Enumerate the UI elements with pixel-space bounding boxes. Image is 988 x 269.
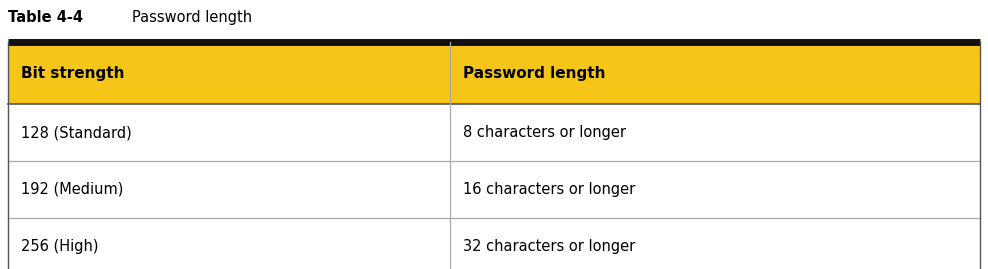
Text: Bit strength: Bit strength — [21, 65, 124, 80]
Text: 128 (Standard): 128 (Standard) — [21, 125, 131, 140]
Text: 8 characters or longer: 8 characters or longer — [463, 125, 626, 140]
Bar — [8, 42, 980, 104]
Text: Password length: Password length — [463, 65, 606, 80]
Text: Password length: Password length — [131, 10, 252, 25]
Text: 256 (High): 256 (High) — [21, 239, 99, 254]
Text: 32 characters or longer: 32 characters or longer — [463, 239, 635, 254]
Text: 192 (Medium): 192 (Medium) — [21, 182, 124, 197]
Text: Table 4-4: Table 4-4 — [8, 10, 83, 25]
Text: 16 characters or longer: 16 characters or longer — [463, 182, 635, 197]
